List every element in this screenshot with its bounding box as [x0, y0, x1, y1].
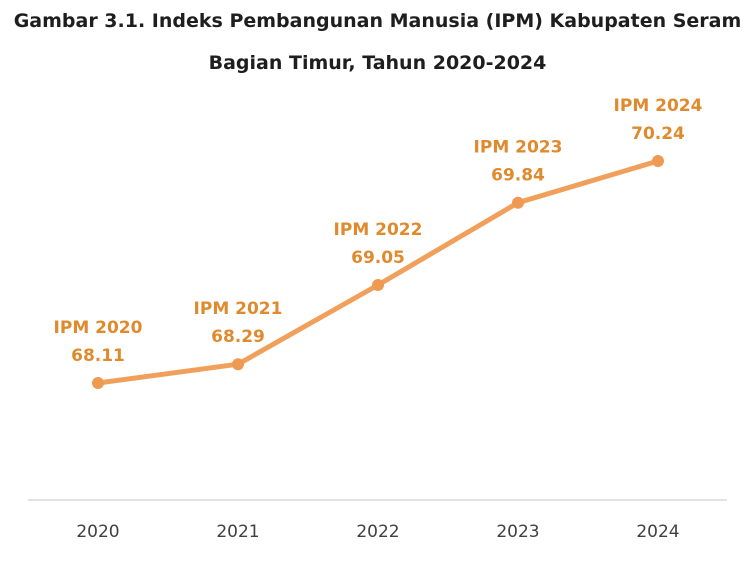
- data-point-2023: [512, 196, 524, 209]
- data-point-2024: [652, 155, 664, 167]
- data-point-2022: [372, 279, 384, 291]
- chart-title-line-1: Gambar 3.1. Indeks Pembangunan Manusia (…: [13, 10, 742, 32]
- data-point-2020: [92, 377, 104, 389]
- point-name-label-2024: IPM 2024: [614, 96, 703, 116]
- point-value-label-2022: 69.05: [351, 248, 405, 268]
- x-tick-label-2022: 2022: [356, 522, 399, 542]
- ipm-series-line: [95, 158, 661, 386]
- chart-title-line-2: Bagian Timur, Tahun 2020-2024: [208, 52, 547, 74]
- point-name-label-2021: IPM 2021: [194, 299, 283, 319]
- series-layer: [92, 155, 664, 389]
- x-tick-label-2021: 2021: [216, 522, 259, 542]
- point-value-label-2020: 68.11: [71, 346, 125, 366]
- point-name-label-2022: IPM 2022: [334, 220, 423, 240]
- x-tick-label-2020: 2020: [76, 522, 119, 542]
- point-value-label-2024: 70.24: [631, 124, 685, 144]
- x-tick-label-2023: 2023: [496, 522, 539, 542]
- x-tick-label-2024: 2024: [636, 522, 679, 542]
- point-name-label-2023: IPM 2023: [474, 138, 563, 158]
- point-name-label-2020: IPM 2020: [54, 318, 143, 338]
- x-tick-layer: 2020 2021 2022 2023 2024: [76, 522, 679, 542]
- point-value-label-2021: 68.29: [211, 327, 265, 347]
- point-value-label-2023: 69.84: [491, 166, 545, 186]
- data-label-layer: IPM 2020 68.11 IPM 2021 68.29 IPM 2022 69.05 I…: [54, 96, 703, 366]
- data-point-2021: [232, 358, 244, 371]
